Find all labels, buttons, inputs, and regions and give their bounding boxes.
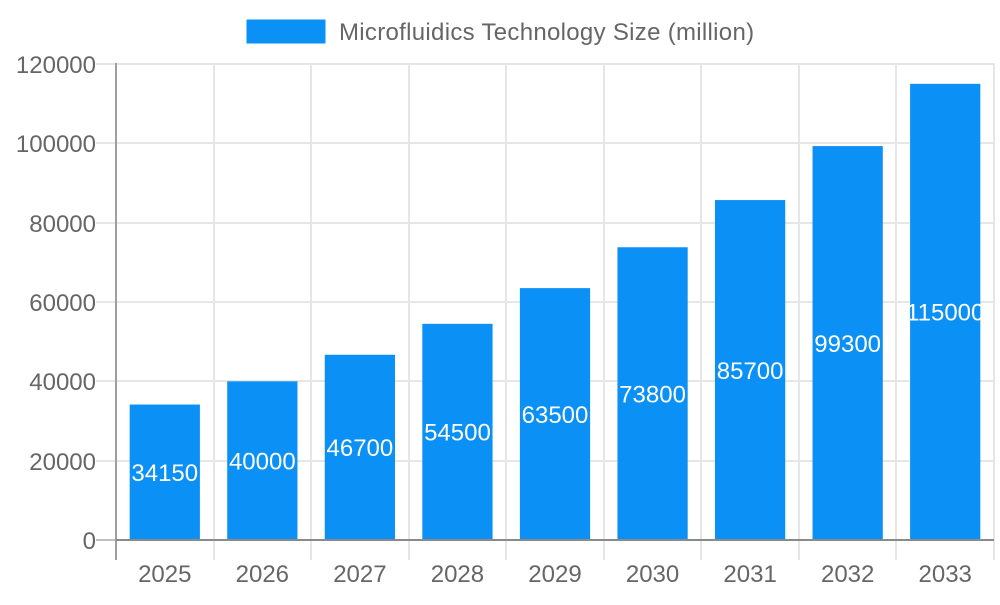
svg-text:40000: 40000 [29, 369, 96, 396]
svg-text:20000: 20000 [29, 449, 96, 476]
svg-text:2030: 2030 [626, 561, 679, 588]
svg-text:54500: 54500 [424, 420, 491, 447]
svg-text:46700: 46700 [327, 435, 394, 462]
svg-text:2025: 2025 [138, 561, 191, 588]
svg-text:0: 0 [83, 528, 96, 555]
svg-text:115000: 115000 [906, 300, 984, 327]
svg-text:63500: 63500 [522, 402, 589, 429]
svg-text:2026: 2026 [236, 561, 289, 588]
svg-text:2029: 2029 [528, 561, 581, 588]
svg-text:120000: 120000 [16, 52, 96, 79]
svg-text:73800: 73800 [619, 381, 686, 408]
svg-text:85700: 85700 [717, 358, 784, 385]
svg-text:40000: 40000 [229, 448, 296, 475]
svg-text:80000: 80000 [29, 211, 96, 238]
svg-text:2027: 2027 [333, 561, 386, 588]
svg-text:2031: 2031 [723, 561, 776, 588]
svg-text:34150: 34150 [131, 460, 198, 487]
svg-text:2032: 2032 [821, 561, 874, 588]
svg-text:99300: 99300 [814, 331, 881, 358]
svg-text:2033: 2033 [919, 561, 972, 588]
svg-text:2028: 2028 [431, 561, 484, 588]
svg-text:100000: 100000 [16, 131, 96, 158]
svg-text:60000: 60000 [29, 290, 96, 317]
svg-text:Microfluidics Technology Size: Microfluidics Technology Size (million) [339, 19, 754, 46]
